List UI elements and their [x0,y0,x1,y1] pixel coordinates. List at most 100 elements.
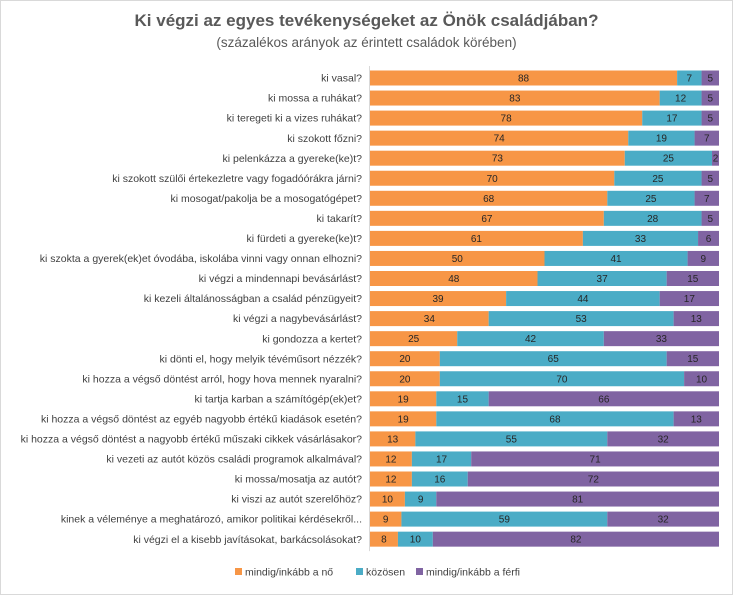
data-label: 2 [713,154,719,165]
bar-segment [603,210,702,226]
category-label: ki szokta a gyerek(ek)et óvodába, iskolá… [40,253,362,265]
category-label: ki szokott szülői értekezletre vagy foga… [112,173,362,185]
data-label: 9 [383,515,389,526]
bar-segment [642,110,702,126]
data-label: 12 [385,475,397,486]
data-label: 65 [548,354,560,365]
bar-segment [436,391,489,407]
bar-segment [370,371,440,387]
category-label: ki teregeti ki a vizes ruhákat? [227,113,363,125]
data-label: 53 [576,314,588,325]
data-label: 28 [647,214,659,225]
data-label: 5 [707,114,713,125]
bar-segment [694,190,719,206]
data-label: 68 [549,414,561,425]
data-label: 17 [666,114,678,125]
bar-segment [488,391,719,407]
data-label: 33 [656,334,668,345]
legend-label: mindig/inkább a nő [245,567,333,579]
legend-swatch [235,568,242,575]
data-label: 83 [509,94,521,105]
data-label: 19 [398,394,410,405]
legend-label: mindig/inkább a férfi [426,567,520,579]
legend-swatch [416,568,423,575]
data-label: 13 [387,434,399,445]
category-label: ki hozza a végső döntést arról, hogy hov… [82,373,362,385]
bar-segment [436,411,674,427]
bar-segment [404,491,437,507]
bar-segment [370,130,629,146]
bar-segment [506,291,660,307]
data-label: 5 [707,74,713,85]
legend-swatch [356,568,363,575]
bar-segment [370,210,604,226]
bar-segment [370,531,398,547]
data-label: 71 [590,454,602,465]
bar-segment [439,351,667,367]
bar-segment [582,230,699,246]
data-label: 9 [418,495,424,506]
category-label: ki szokott főzni? [287,133,362,145]
category-label: ki vezeti az autót közös családi program… [106,454,362,466]
data-label: 88 [518,74,530,85]
data-label: 10 [696,374,708,385]
category-label: ki végzi el a kisebb javításokat, barkác… [133,534,362,546]
data-label: 61 [471,234,483,245]
category-label: ki tartja karban a számítógép(ek)et? [195,393,363,405]
data-label: 7 [704,134,710,145]
bar-segment [370,190,608,206]
data-label: 16 [434,475,446,486]
data-label: 20 [399,354,411,365]
data-label: 34 [424,314,436,325]
bar-segment [370,311,489,327]
category-label: ki fürdeti a gyereke(ke)t? [246,233,362,245]
bar-segment [624,150,713,166]
bar-segment [415,431,608,447]
bar-segment [370,291,507,307]
data-label: 10 [410,535,422,546]
bar-segment [694,130,719,146]
bar-segment [544,250,688,266]
bar-segment [370,150,625,166]
data-label: 15 [687,354,699,365]
bar-segment [370,471,412,487]
category-label: ki végzi a nagybevásárlást? [233,313,362,325]
data-label: 17 [684,294,696,305]
data-label: 25 [408,334,420,345]
data-label: 5 [707,94,713,105]
data-label: 25 [645,194,657,205]
data-label: 70 [487,174,499,185]
category-label: kinek a véleménye a meghatározó, amikor … [61,514,362,526]
bar-segment [457,331,604,347]
bar-segment [370,90,660,106]
category-label: ki mossa/mosatja az autót? [235,474,362,486]
category-label: ki végzi a mindennapi bevásárlást? [199,273,363,285]
bar-segment [401,511,608,527]
bar-segment [701,210,719,226]
category-label: ki mosogat/pakolja be a mosogatógépet? [171,193,363,205]
data-label: 13 [691,314,703,325]
data-label: 12 [675,94,687,105]
data-label: 41 [610,254,622,265]
bar-segment [607,511,719,527]
data-label: 6 [706,234,712,245]
data-label: 70 [556,374,568,385]
data-label: 7 [687,74,693,85]
category-label: ki vasal? [321,73,362,85]
data-label: 67 [481,214,493,225]
data-label: 15 [687,274,699,285]
bar-segment [537,271,667,286]
data-label: 5 [707,174,713,185]
bar-segment [370,451,412,467]
bar-segment [411,451,472,467]
bar-segment [370,351,440,367]
data-label: 59 [499,515,511,526]
data-label: 25 [663,154,675,165]
bar-segment [603,331,719,347]
data-label: 17 [436,454,448,465]
bar-segment [701,110,719,126]
data-label: 19 [656,134,668,145]
bar-segment [471,451,719,467]
bar-segment [370,110,643,126]
category-label: ki takarít? [316,213,362,225]
